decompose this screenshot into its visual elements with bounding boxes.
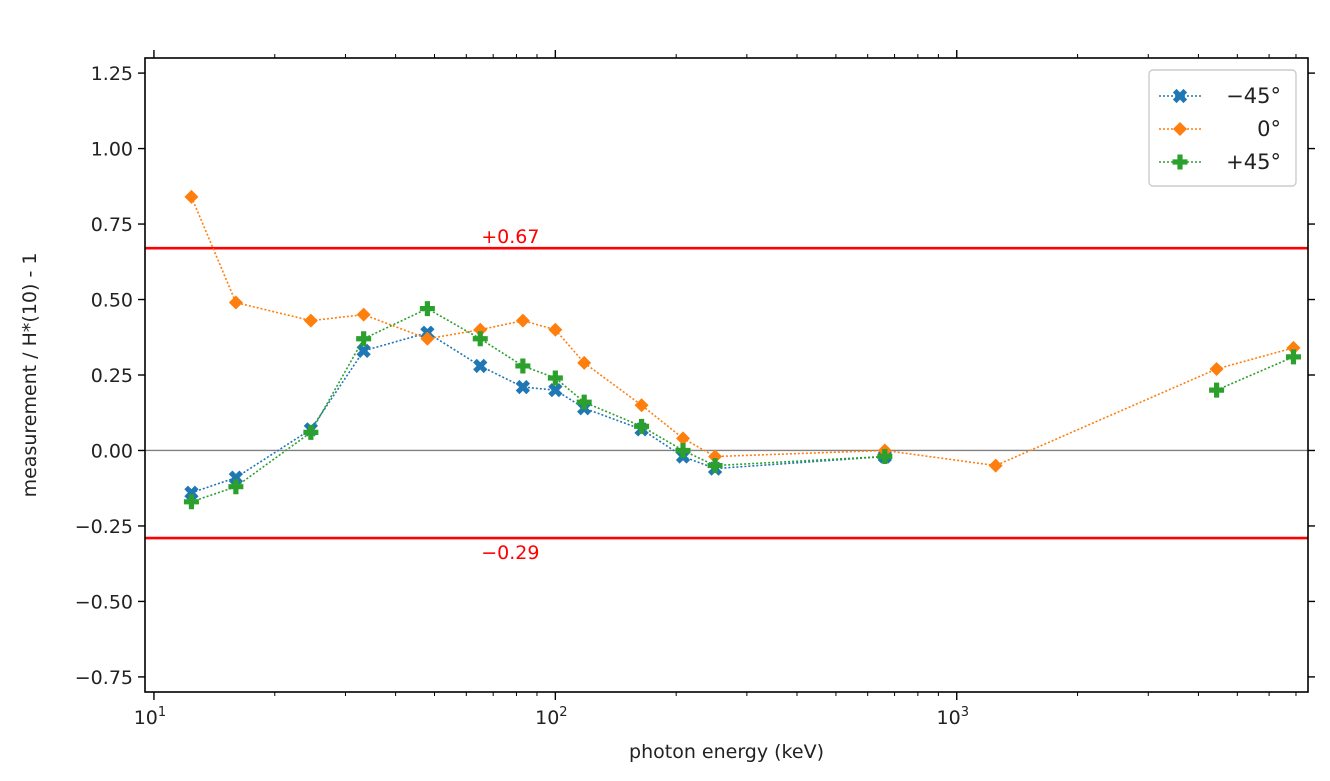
x-tick-base: 10 [937,707,961,729]
legend-marker [1172,154,1188,170]
lower-limit-label: −0.29 [481,542,539,564]
series-2 [184,189,1301,473]
data-point [515,379,531,395]
series-line [191,307,885,503]
legend-label: +45° [1226,150,1281,174]
y-tick-label: 0.50 [91,290,133,312]
legend-item: +45° [1159,150,1281,174]
legend-item: 0° [1159,117,1281,141]
data-point [877,449,893,465]
data-point [676,431,691,446]
data-point [472,331,488,347]
legend-label: −45° [1226,84,1281,108]
x-tick-exponent: 3 [961,705,969,720]
y-tick-label: 0.25 [91,365,133,387]
x-tick-exponent: 1 [158,705,166,720]
x-tick-label: 102 [535,705,567,729]
data-point [420,331,435,346]
data-point [1285,349,1301,365]
y-tick-label: −0.25 [75,516,133,538]
data-point [228,470,244,485]
data-point [708,449,723,464]
data-point [303,313,318,328]
data-point [988,458,1003,473]
data-point [1286,340,1301,355]
data-point [515,313,530,328]
data-point [473,358,488,374]
data-point [515,358,531,374]
upper-limit-label: +0.67 [481,226,539,248]
data-point [473,322,488,337]
x-tick-base: 10 [535,707,559,729]
x-tick-label: 103 [937,705,969,729]
reference-lines: +0.67 −0.29 [145,226,1308,564]
data-point [675,442,691,458]
data-point [1209,382,1225,398]
y-tick-label: 1.25 [91,63,133,85]
series-3 [183,301,1301,510]
series-1 [184,325,892,500]
x-tick-label: 101 [134,705,166,729]
y-tick-label: −0.75 [75,667,133,689]
data-point [548,382,563,398]
data-point [228,479,244,495]
x-tick-base: 10 [134,707,158,729]
data-point [356,331,372,347]
y-tick-label: 0.75 [91,214,133,236]
y-tick-label: −0.50 [75,591,133,613]
data-point [634,398,649,413]
data-point [576,394,592,410]
axis-ticks: 1.251.000.750.500.250.00−0.25−0.50−0.751… [75,50,1315,729]
data-point [228,295,243,310]
data-point [577,355,592,370]
y-tick-label: 1.00 [91,139,133,161]
data-point [356,307,371,322]
data-point [303,424,319,440]
legend-item: −45° [1159,84,1281,108]
x-axis-label: photon energy (keV) [629,741,824,763]
x-tick-exponent: 2 [559,705,567,720]
data-point [184,485,199,500]
series-layer [183,189,1301,510]
data-point [547,370,563,386]
y-axis-label: measurement / H*(10) - 1 [19,253,41,498]
plot-frame [144,57,1309,693]
legend-label: 0° [1257,117,1281,141]
data-point [356,343,371,358]
series-line [1216,356,1294,391]
legend-marker [1173,122,1187,136]
data-point [419,301,435,317]
legend: −45° 0° +45° [1148,69,1297,187]
legend-marker [1172,88,1188,104]
y-tick-label: 0.00 [91,440,133,462]
data-point [183,494,199,510]
data-point [634,418,650,434]
series-line [190,196,1294,467]
data-point [707,458,723,474]
data-point [1209,361,1224,376]
series-line [191,331,885,494]
data-point [184,189,199,204]
data-point [548,322,563,337]
